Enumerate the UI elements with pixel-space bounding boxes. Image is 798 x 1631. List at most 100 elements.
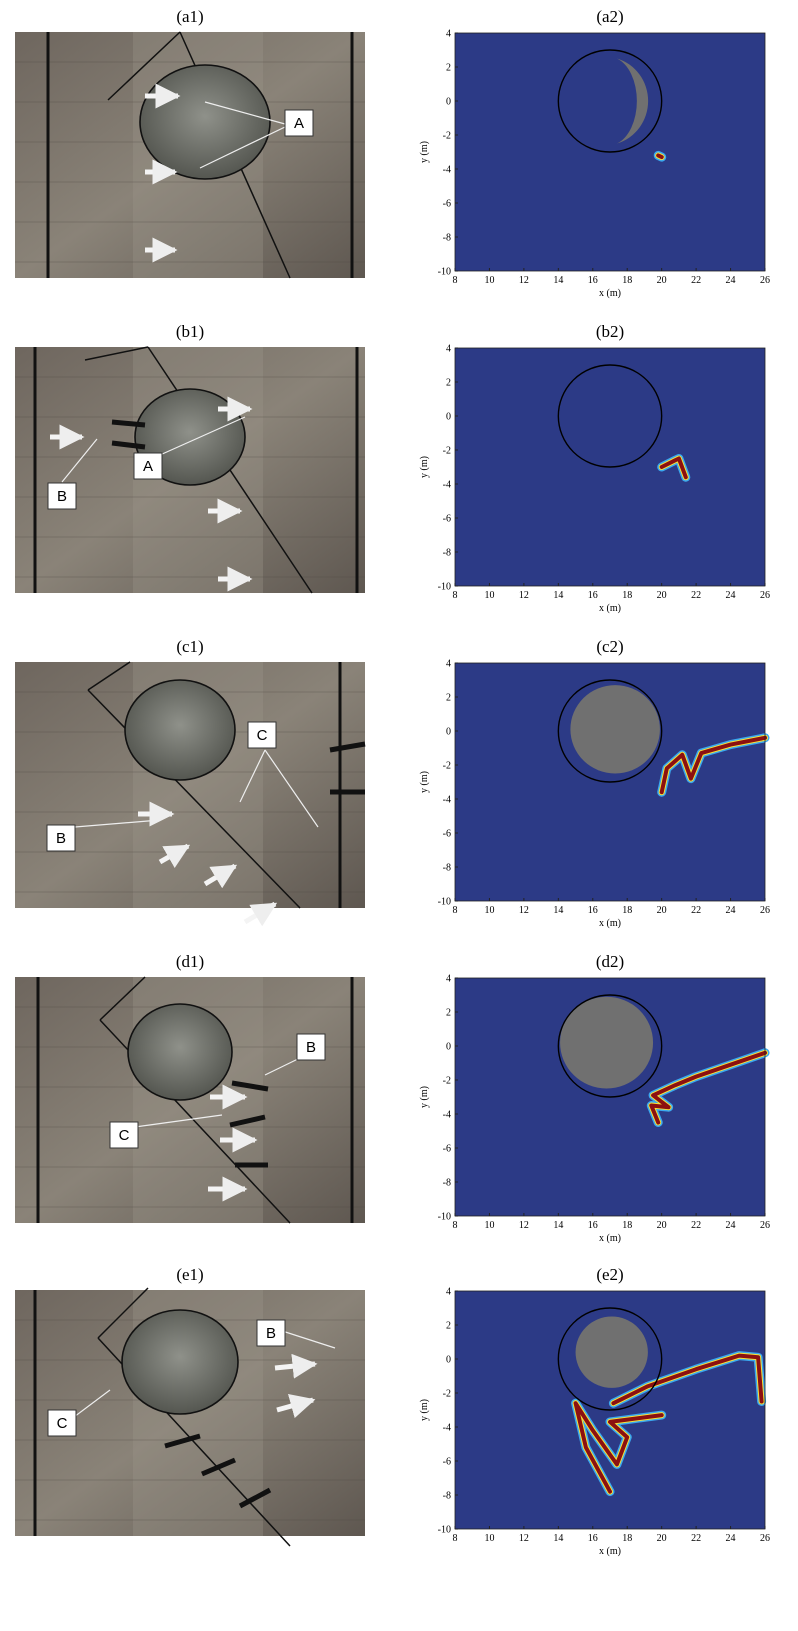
photo-label: (b1) <box>176 322 204 341</box>
y-tick-label: 4 <box>446 344 451 355</box>
x-tick-label: 16 <box>588 590 598 601</box>
y-tick-label: 2 <box>446 378 451 389</box>
photo-label: (c1) <box>176 637 203 656</box>
x-tick-label: 14 <box>553 1533 563 1544</box>
y-tick-label: 4 <box>446 659 451 670</box>
figure: (a1)(a2)A8101214161820222426420-2-4-6-8-… <box>0 0 798 1626</box>
x-tick-label: 10 <box>484 905 494 916</box>
y-tick-label: -8 <box>443 233 451 244</box>
cylinder <box>140 65 270 179</box>
y-tick-label: 0 <box>446 1042 451 1053</box>
dye-plume <box>658 155 662 157</box>
x-tick-label: 18 <box>622 275 632 286</box>
plot-label: (c2) <box>596 637 623 656</box>
y-tick-label: -2 <box>443 1389 451 1400</box>
x-tick-label: 16 <box>588 905 598 916</box>
y-tick-label: -2 <box>443 1076 451 1087</box>
y-tick-label: -4 <box>443 1110 451 1121</box>
x-tick-label: 14 <box>553 590 563 601</box>
x-tick-label: 14 <box>553 1220 563 1231</box>
y-tick-label: -8 <box>443 548 451 559</box>
photo-label: (a1) <box>176 7 203 26</box>
x-tick-label: 10 <box>484 275 494 286</box>
y-tick-label: -10 <box>438 1525 451 1536</box>
y-axis-label: y (m) <box>419 141 430 163</box>
x-tick-label: 18 <box>622 1533 632 1544</box>
cylinder <box>125 680 235 780</box>
x-tick-label: 26 <box>760 275 770 286</box>
y-tick-label: -10 <box>438 267 451 278</box>
y-tick-label: -6 <box>443 199 451 210</box>
y-tick-label: -8 <box>443 863 451 874</box>
x-tick-label: 8 <box>453 905 458 916</box>
x-tick-label: 10 <box>484 590 494 601</box>
x-tick-label: 20 <box>657 1533 667 1544</box>
annotation: B <box>57 488 67 505</box>
annotation: A <box>294 115 304 132</box>
x-tick-label: 8 <box>453 275 458 286</box>
x-axis-label: x (m) <box>599 288 621 299</box>
x-axis-label: x (m) <box>599 1233 621 1244</box>
plot-label: (b2) <box>596 322 624 341</box>
x-tick-label: 24 <box>726 590 736 601</box>
y-tick-label: -4 <box>443 1423 451 1434</box>
x-tick-label: 8 <box>453 1220 458 1231</box>
annotation: B <box>266 1325 276 1342</box>
y-tick-label: -2 <box>443 131 451 142</box>
y-axis-label: y (m) <box>419 1086 430 1108</box>
x-tick-label: 26 <box>760 1220 770 1231</box>
y-tick-label: -8 <box>443 1178 451 1189</box>
x-tick-label: 18 <box>622 1220 632 1231</box>
y-tick-label: -6 <box>443 1144 451 1155</box>
x-tick-label: 22 <box>691 590 701 601</box>
x-tick-label: 8 <box>453 590 458 601</box>
x-tick-label: 12 <box>519 1220 529 1231</box>
y-tick-label: -2 <box>443 446 451 457</box>
y-tick-label: 0 <box>446 727 451 738</box>
annotation: C <box>119 1127 130 1144</box>
x-tick-label: 12 <box>519 1533 529 1544</box>
y-tick-label: -2 <box>443 761 451 772</box>
x-tick-label: 22 <box>691 1533 701 1544</box>
x-tick-label: 10 <box>484 1220 494 1231</box>
return-arrow <box>112 422 145 425</box>
y-tick-label: -10 <box>438 582 451 593</box>
x-tick-label: 8 <box>453 1533 458 1544</box>
x-tick-label: 16 <box>588 275 598 286</box>
x-axis-label: x (m) <box>599 1546 621 1557</box>
cylinder <box>128 1004 232 1100</box>
y-tick-label: 4 <box>446 974 451 985</box>
annotation: C <box>257 727 268 744</box>
x-tick-label: 12 <box>519 590 529 601</box>
x-tick-label: 24 <box>726 905 736 916</box>
y-tick-label: 2 <box>446 693 451 704</box>
y-tick-label: 0 <box>446 1355 451 1366</box>
x-axis-label: x (m) <box>599 918 621 929</box>
photo-label: (e1) <box>176 1265 203 1284</box>
x-tick-label: 26 <box>760 905 770 916</box>
x-tick-label: 20 <box>657 590 667 601</box>
solid-region <box>576 1317 648 1388</box>
x-tick-label: 16 <box>588 1533 598 1544</box>
y-tick-label: 2 <box>446 1321 451 1332</box>
x-tick-label: 22 <box>691 275 701 286</box>
y-tick-label: 0 <box>446 97 451 108</box>
x-tick-label: 14 <box>553 905 563 916</box>
y-axis-label: y (m) <box>419 771 430 793</box>
solid-region <box>570 685 660 773</box>
x-tick-label: 12 <box>519 275 529 286</box>
y-tick-label: -10 <box>438 897 451 908</box>
x-tick-label: 20 <box>657 905 667 916</box>
x-axis-label: x (m) <box>599 603 621 614</box>
x-tick-label: 10 <box>484 1533 494 1544</box>
y-tick-label: -4 <box>443 795 451 806</box>
x-tick-label: 14 <box>553 275 563 286</box>
plot-label: (a2) <box>596 7 623 26</box>
x-tick-label: 26 <box>760 1533 770 1544</box>
plot-label: (d2) <box>596 952 624 971</box>
panel-row: (c1)(c2)CB8101214161820222426420-2-4-6-8… <box>15 637 770 929</box>
x-tick-label: 24 <box>726 1533 736 1544</box>
